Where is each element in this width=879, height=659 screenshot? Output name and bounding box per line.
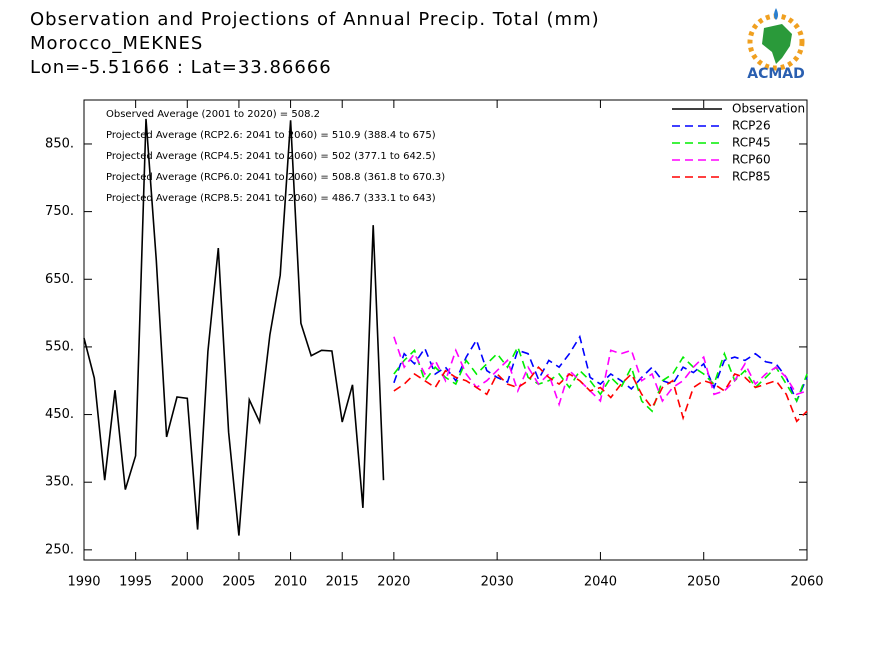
legend-label: RCP45 bbox=[732, 136, 771, 150]
series-line bbox=[83, 118, 385, 536]
x-tick-label: 2015 bbox=[326, 575, 359, 590]
y-tick-label: 250. bbox=[45, 542, 74, 557]
series-line bbox=[393, 365, 808, 423]
y-tick-label: 650. bbox=[45, 272, 74, 287]
x-tick-label: 2060 bbox=[790, 575, 823, 590]
logo-drop bbox=[774, 8, 778, 20]
x-tick-label: 2020 bbox=[377, 575, 410, 590]
title-line: Lon=-5.51666 : Lat=33.86666 bbox=[30, 57, 332, 78]
y-tick-label: 350. bbox=[45, 475, 74, 490]
annotation: Observed Average (2001 to 2020) = 508.2 bbox=[106, 109, 320, 120]
legend-label: RCP60 bbox=[732, 153, 771, 167]
title-line: Morocco_MEKNES bbox=[30, 33, 203, 54]
x-tick-label: 2030 bbox=[481, 575, 514, 590]
annotation: Projected Average (RCP6.0: 2041 to 2060)… bbox=[106, 172, 445, 183]
x-tick-label: 1990 bbox=[67, 575, 100, 590]
legend-label: RCP26 bbox=[732, 119, 771, 133]
title-line: Observation and Projections of Annual Pr… bbox=[30, 9, 600, 30]
x-tick-label: 2010 bbox=[274, 575, 307, 590]
y-tick-label: 450. bbox=[45, 407, 74, 422]
y-tick-label: 550. bbox=[45, 339, 74, 354]
series-line bbox=[393, 334, 808, 403]
x-tick-label: 2000 bbox=[171, 575, 204, 590]
logo: ACMAD bbox=[747, 8, 805, 82]
plot-frame bbox=[83, 99, 808, 561]
logo-africa bbox=[762, 24, 792, 64]
x-tick-label: 2005 bbox=[222, 575, 255, 590]
legend-label: Observation bbox=[732, 102, 805, 116]
annotation: Projected Average (RCP2.6: 2041 to 2060)… bbox=[106, 130, 436, 141]
series-line bbox=[393, 344, 808, 413]
logo-text: ACMAD bbox=[747, 66, 805, 82]
annotation: Projected Average (RCP4.5: 2041 to 2060)… bbox=[106, 151, 436, 162]
legend-label: RCP85 bbox=[732, 170, 771, 184]
x-tick-label: 2040 bbox=[584, 575, 617, 590]
annotation: Projected Average (RCP8.5: 2041 to 2060)… bbox=[106, 193, 436, 204]
x-tick-label: 2050 bbox=[687, 575, 720, 590]
y-tick-label: 850. bbox=[45, 136, 74, 151]
x-tick-label: 1995 bbox=[119, 575, 152, 590]
y-tick-label: 750. bbox=[45, 204, 74, 219]
